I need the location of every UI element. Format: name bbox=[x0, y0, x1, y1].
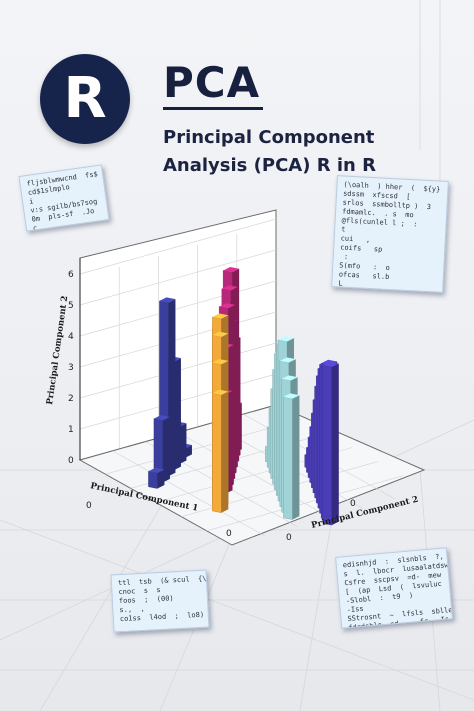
z-tick-label: 0 bbox=[350, 499, 356, 509]
title-underline bbox=[163, 107, 263, 110]
wall-gridline bbox=[79, 218, 277, 275]
y-tick-label: 0 bbox=[68, 456, 74, 466]
chart-bar-top bbox=[212, 389, 229, 395]
wall-gridline bbox=[79, 249, 277, 306]
chart-bar-top bbox=[153, 415, 170, 421]
page-subtitle: Principal Component Analysis (PCA) R in … bbox=[163, 127, 376, 176]
chart-bar-side bbox=[157, 469, 165, 489]
chart-series-group bbox=[148, 297, 192, 489]
x-tick-label: 0 bbox=[226, 529, 232, 539]
y-tick-label: 5 bbox=[68, 301, 74, 311]
chart-series-group bbox=[304, 359, 339, 526]
chart-bar-top bbox=[212, 359, 229, 365]
chart-bar-top bbox=[281, 375, 298, 381]
chart-bar-top bbox=[322, 361, 339, 368]
z-tick-label: 0 bbox=[286, 533, 292, 543]
wall-gridline bbox=[79, 311, 277, 368]
chart-bars bbox=[148, 266, 339, 526]
chart-bar-side bbox=[179, 423, 187, 464]
y-tick-label: 3 bbox=[68, 363, 74, 373]
chart-bar-side bbox=[292, 395, 300, 520]
y-tick-label: 6 bbox=[68, 270, 74, 280]
wall-gridline bbox=[79, 280, 277, 337]
y-tick-labels: 0 1 2 3 4 5 6 bbox=[68, 270, 74, 466]
chart-bar-side bbox=[221, 391, 229, 513]
chart-bar-top bbox=[159, 297, 176, 303]
y-axis-label: Principal Component 2 bbox=[45, 295, 70, 405]
y-tick-label: 4 bbox=[68, 332, 74, 342]
chart-bar-side bbox=[168, 299, 176, 477]
r-logo-badge: R bbox=[40, 54, 130, 144]
chart-bar-top bbox=[223, 266, 240, 273]
chart-bar-top bbox=[283, 393, 300, 399]
y-tick-label: 2 bbox=[68, 394, 74, 404]
page-title: PCA bbox=[163, 58, 261, 107]
chart-bar-side bbox=[331, 363, 339, 526]
chart-bar-top bbox=[219, 303, 236, 309]
chart-bar-top bbox=[148, 467, 165, 474]
chart-bar-front bbox=[212, 392, 222, 513]
y-tick-label: 1 bbox=[68, 425, 74, 435]
chart-bar-top bbox=[212, 313, 229, 319]
chart-bar-side bbox=[173, 358, 181, 471]
chart-bar-top bbox=[278, 336, 295, 342]
chart-bar-side bbox=[184, 445, 192, 458]
chart-bar-side bbox=[162, 416, 170, 483]
chart-series-group bbox=[265, 336, 300, 520]
x-tick-label: 0 bbox=[86, 501, 92, 511]
r-logo-letter: R bbox=[63, 66, 107, 131]
chart-bar-front bbox=[148, 471, 158, 489]
chart-bar-top bbox=[279, 357, 296, 363]
chart-bar-top bbox=[221, 285, 238, 291]
chart-bar-front bbox=[322, 365, 332, 526]
chart-bar-front bbox=[283, 396, 293, 520]
chart-series-group bbox=[212, 313, 229, 513]
chart-bar-top bbox=[212, 331, 229, 337]
